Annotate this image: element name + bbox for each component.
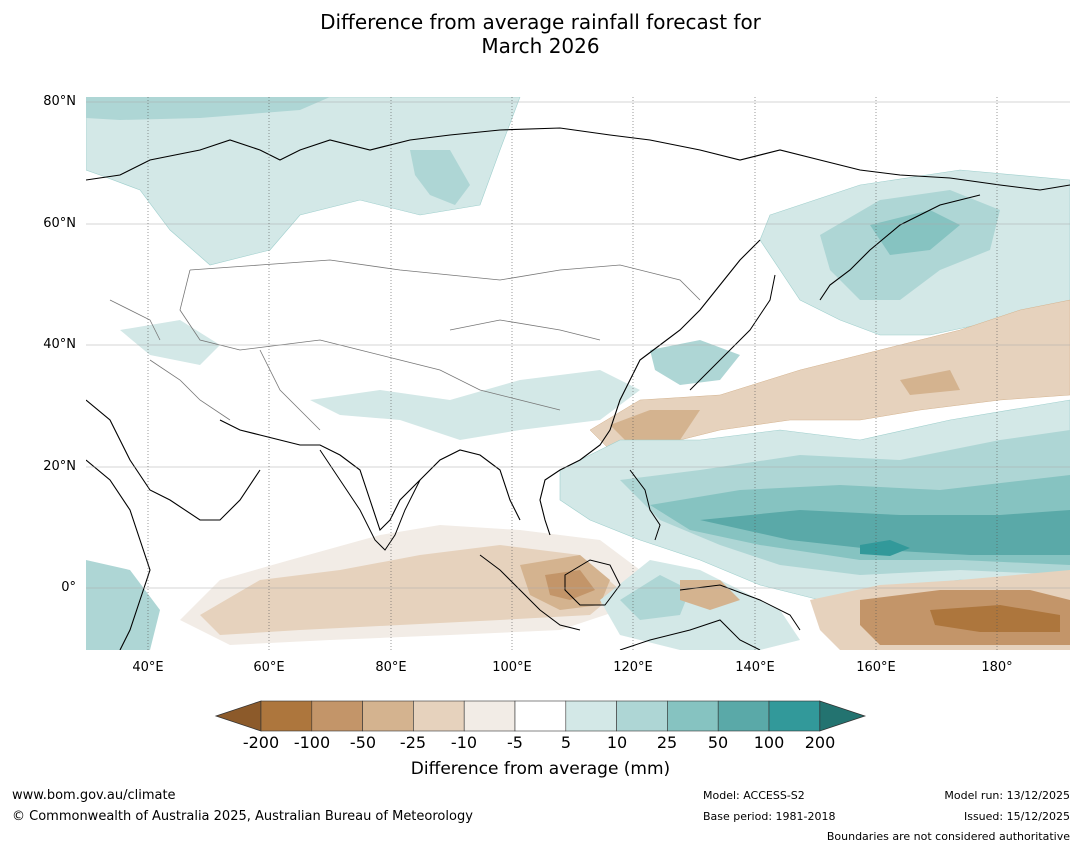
lat-label-40n: 40°N bbox=[43, 337, 76, 352]
colorbar-tick: -10 bbox=[450, 733, 478, 752]
colorbar-segment bbox=[565, 700, 617, 732]
colorbar-tick: 25 bbox=[656, 733, 678, 752]
colorbar-segment bbox=[717, 700, 770, 732]
coastline-sumatra bbox=[479, 554, 581, 631]
model-text: Model: ACCESS-S2 bbox=[703, 789, 805, 802]
colorbar-segment bbox=[413, 700, 465, 732]
base-period-text: Base period: 1981-2018 bbox=[703, 810, 836, 823]
coastline-australia bbox=[619, 619, 761, 650]
coastline-borneo bbox=[564, 559, 621, 606]
colorbar-tick: -100 bbox=[293, 733, 331, 752]
dry-anomaly-pacific-band-2 bbox=[610, 410, 700, 445]
coastline-eurasia bbox=[86, 127, 1070, 536]
dry-anomaly-indian-ocean-2 bbox=[200, 545, 620, 635]
dry-anomaly-pacific-band bbox=[589, 299, 1070, 451]
wet-anomaly-tropical-pacific-4 bbox=[700, 510, 1070, 555]
model-run-text: Model run: 13/12/2025 bbox=[944, 789, 1070, 802]
coastline-india bbox=[319, 449, 421, 551]
colorbar-tick: -50 bbox=[349, 733, 377, 752]
coastline-africa bbox=[86, 459, 151, 650]
wet-anomaly-north-pacific-3 bbox=[870, 210, 960, 255]
colorbar-segment bbox=[463, 700, 516, 732]
colorbar-segment bbox=[260, 700, 313, 732]
lon-label-180: 180° bbox=[981, 660, 1013, 675]
lon-label-80e: 80°E bbox=[375, 660, 407, 675]
website-link[interactable]: www.bom.gov.au/climate bbox=[12, 788, 176, 803]
disclaimer-text: Boundaries are not considered authoritat… bbox=[826, 830, 1070, 843]
dry-anomaly-indian-ocean-4 bbox=[545, 570, 595, 600]
colorbar-segment bbox=[667, 700, 719, 732]
map-area bbox=[86, 97, 1070, 650]
colorbar-segment bbox=[362, 700, 414, 732]
colorbar-tick: 10 bbox=[606, 733, 628, 752]
colorbar-tick: -5 bbox=[507, 733, 523, 752]
colorbar-tick: 100 bbox=[753, 733, 785, 752]
wet-anomaly-south-asia bbox=[310, 370, 640, 440]
meridians bbox=[147, 97, 998, 650]
colorbar bbox=[214, 700, 867, 732]
wet-anomaly-tropical-pacific-core bbox=[860, 540, 910, 556]
lon-label-40e: 40°E bbox=[132, 660, 164, 675]
lon-label-120e: 120°E bbox=[613, 660, 653, 675]
copyright-text: © Commonwealth of Australia 2025, Austra… bbox=[12, 809, 473, 824]
colorbar-tick: -25 bbox=[399, 733, 427, 752]
colorbar-arrow-high bbox=[819, 700, 867, 732]
graticule bbox=[86, 101, 1070, 589]
colorbar-segment bbox=[311, 700, 363, 732]
dry-anomaly-pacific-band-3 bbox=[900, 370, 960, 395]
colorbar-arrow-low bbox=[214, 700, 262, 732]
colorbar-segment bbox=[514, 700, 567, 732]
country-borders bbox=[109, 259, 701, 431]
colorbar-segment bbox=[768, 700, 821, 732]
colorbar-tick: 50 bbox=[707, 733, 729, 752]
dry-anomaly-south-pacific-3 bbox=[930, 605, 1060, 632]
wet-anomaly-southwest bbox=[86, 560, 160, 650]
colorbar-tick: -200 bbox=[242, 733, 280, 752]
lat-label-0: 0° bbox=[61, 580, 76, 595]
dry-anomaly-new-guinea bbox=[680, 580, 740, 610]
coastline-philippines bbox=[629, 469, 661, 541]
title-line-2: March 2026 bbox=[481, 34, 600, 58]
issued-text: Issued: 15/12/2025 bbox=[963, 810, 1070, 823]
wet-anomaly-siberia-2 bbox=[410, 150, 470, 205]
lat-label-80n: 80°N bbox=[43, 94, 76, 109]
coastline-japan bbox=[689, 274, 776, 391]
coastline-new-guinea bbox=[679, 584, 801, 631]
lon-label-100e: 100°E bbox=[492, 660, 532, 675]
title-line-1: Difference from average rainfall forecas… bbox=[320, 10, 761, 34]
lon-label-60e: 60°E bbox=[253, 660, 285, 675]
colorbar-tick: 5 bbox=[560, 733, 572, 752]
lat-label-20n: 20°N bbox=[43, 459, 76, 474]
colorbar-title: Difference from average (mm) bbox=[410, 759, 671, 779]
lat-label-60n: 60°N bbox=[43, 216, 76, 231]
wet-anomaly-arctic-2 bbox=[86, 97, 330, 120]
lon-label-160e: 160°E bbox=[856, 660, 896, 675]
wet-anomaly-maritime-continent-2 bbox=[620, 575, 690, 620]
colorbar-segment bbox=[616, 700, 668, 732]
wet-anomaly-middle-east bbox=[120, 320, 220, 365]
colorbar-tick: 200 bbox=[804, 733, 836, 752]
map-title: Difference from average rainfall forecas… bbox=[0, 10, 1081, 58]
lon-label-140e: 140°E bbox=[735, 660, 775, 675]
wet-anomaly-japan bbox=[650, 340, 740, 385]
